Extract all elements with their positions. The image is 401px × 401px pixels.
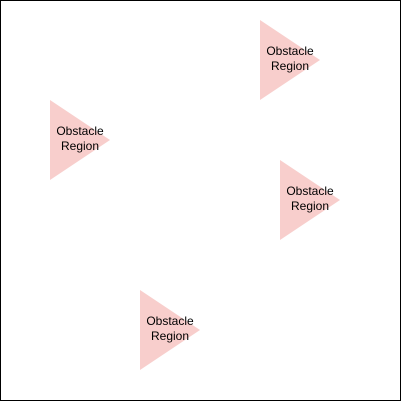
obstacle-label: Obstacle Region	[56, 124, 104, 153]
obstacle-region-3: Obstacle Region	[280, 160, 340, 240]
obstacle-label: Obstacle Region	[286, 184, 334, 213]
obstacle-region-4: Obstacle Region	[140, 290, 200, 370]
obstacle-label: Obstacle Region	[266, 44, 314, 73]
obstacle-region-1: Obstacle Region	[260, 20, 320, 100]
triangle-shape	[140, 290, 200, 370]
obstacle-region-2: Obstacle Region	[50, 100, 110, 180]
triangle-shape	[260, 20, 320, 100]
triangle-shape	[280, 160, 340, 240]
triangle-shape	[50, 100, 110, 180]
obstacle-label: Obstacle Region	[146, 314, 194, 343]
